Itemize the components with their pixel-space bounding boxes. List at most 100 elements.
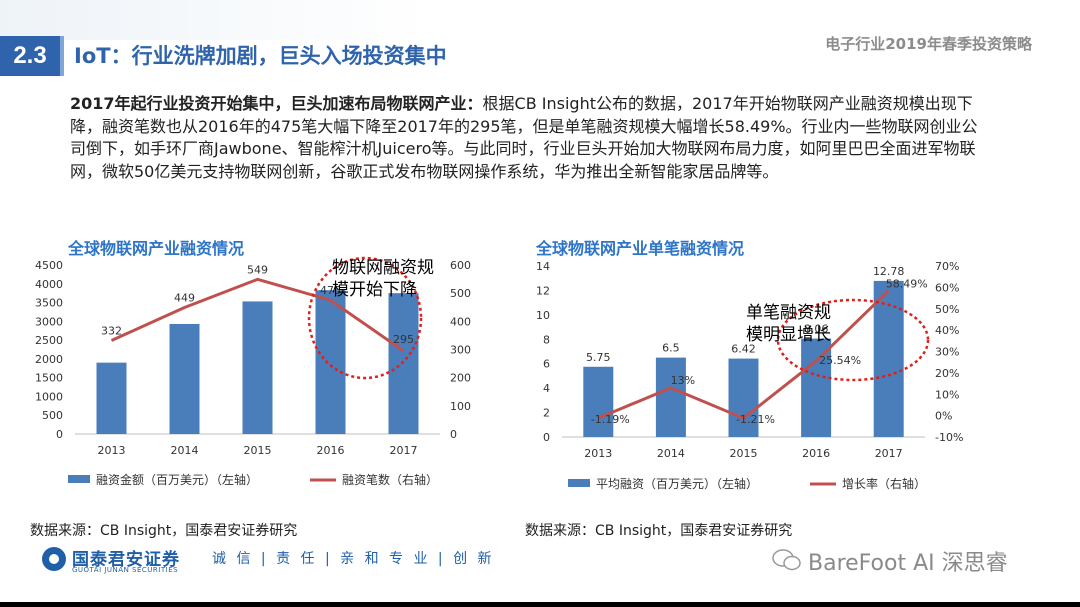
chart2-x-tick: 2015	[730, 447, 758, 460]
chart1-legend-bar-label: 融资金额（百万美元）（左轴）	[96, 472, 258, 487]
chart2-bar	[801, 338, 832, 437]
chart1-annotation-text: 模开始下降	[332, 280, 417, 300]
summary-lead: 2017年起行业投资开始集中，巨头加速布局物联网产业：	[70, 94, 483, 113]
chart1-left-tick: 2000	[35, 353, 63, 366]
chart1-right-tick: 300	[450, 344, 471, 357]
section-badge-accent	[60, 36, 64, 76]
chart1-legend-bar-swatch	[68, 475, 90, 483]
chart1-left-tick: 0	[56, 428, 63, 441]
chart2-line-label: -1.19%	[591, 413, 630, 426]
chart2-source: 数据来源：CB Insight，国泰君安证券研究	[525, 523, 793, 539]
bottom-bar	[0, 602, 1080, 607]
chart2-line-label: 25.54%	[819, 354, 861, 367]
chart1-line-label: 332	[101, 324, 122, 337]
chart1-x-tick: 2016	[317, 444, 345, 457]
company-slogan: 诚 信 | 责 任 | 亲 和 专 业 | 创 新	[212, 551, 495, 567]
chart2-right-tick: 70%	[935, 260, 959, 273]
chart1-right-tick: 600	[450, 259, 471, 272]
chart2-x-tick: 2016	[802, 447, 830, 460]
avg-funding-chart: 0 2 4 6 8 10 12 14 -10% 0% 10% 20% 30% 40% 50% 60% 70% 5.…	[536, 260, 963, 491]
chart1-right-tick: 500	[450, 287, 471, 300]
chart1-bar	[315, 290, 346, 434]
chart2-title: 全球物联网产业单笔融资情况	[536, 239, 745, 258]
chart2-bar-label: 5.75	[586, 351, 611, 364]
chart2-bar-label: 6.42	[731, 343, 756, 356]
chart2-legend-line-label: 增长率（右轴）	[842, 476, 926, 491]
chart1-line-label: 475	[320, 284, 341, 297]
chart2-left-tick: 6	[543, 358, 550, 371]
chart2-left-tick: 8	[543, 333, 550, 346]
section-number-badge: 2.3	[0, 36, 60, 76]
chart2-annotation-text: 模明显增长	[746, 325, 831, 345]
chart2-legend-bar-swatch	[568, 479, 590, 487]
chart2-left-tick: 0	[543, 431, 550, 444]
company-name-en: GUOTAI JUNAN SECURITIES	[72, 566, 179, 574]
summary-body: 根据CB Insight公布的数据，2017年开始物联网产业融资规模出现下降，融…	[70, 94, 978, 181]
company-logo-icon	[42, 547, 66, 571]
chart1-line	[110, 277, 405, 353]
chart1-bar	[388, 293, 419, 434]
chart1-left-tick: 3500	[35, 297, 63, 310]
chart2-bar	[873, 280, 904, 437]
chart2-line-label: 58.49%	[886, 278, 928, 291]
chart1-bar	[96, 362, 127, 434]
chart2-right-tick: 20%	[935, 367, 959, 380]
watermark-text: BareFoot AI 深思睿	[808, 551, 1008, 576]
chart1-line-label: 295	[393, 333, 414, 346]
chart2-right-tick: 40%	[935, 324, 959, 337]
slide-title: IoT：行业洗牌加剧，巨头入场投资集中	[74, 44, 447, 68]
chart1-right-tick: 100	[450, 400, 471, 413]
chart1-left-tick: 4500	[35, 259, 63, 272]
chart2-bar-label: 6.5	[662, 342, 680, 355]
chart1-left-tick: 3000	[35, 315, 63, 328]
chart1-right-tick: 400	[450, 315, 471, 328]
chart1-x-tick: 2013	[98, 444, 126, 457]
chart2-right-tick: 0%	[935, 410, 952, 423]
chart2-bar	[583, 366, 614, 437]
chart2-bar	[655, 357, 686, 437]
chart1-annotation-text: 物联网融资规	[332, 258, 434, 278]
chart1-left-tick: 4000	[35, 278, 63, 291]
chart1-bar	[242, 301, 273, 434]
chart2-right-tick: 50%	[935, 303, 959, 316]
chart1-line-label: 449	[174, 292, 195, 305]
chart1-left-tick: 1500	[35, 372, 63, 385]
chart2-right-tick: -10%	[935, 431, 963, 444]
chart1-x-tick: 2015	[244, 444, 272, 457]
chart2-annotation-circle	[776, 298, 930, 382]
chart2-bar-label: 8.06	[804, 323, 829, 336]
chart2-bar	[728, 358, 759, 437]
chart1-left-tick: 1000	[35, 390, 63, 403]
chart2-legend-bar-label: 平均融资（百万美元）（左轴）	[596, 476, 758, 491]
chart2-right-tick: 10%	[935, 388, 959, 401]
chart1-left-tick: 500	[42, 409, 63, 422]
chart1-title: 全球物联网产业融资情况	[68, 239, 245, 258]
company-name: 国泰君安证券	[72, 550, 180, 570]
report-title: 电子行业2019年春季投资策略	[825, 35, 1032, 53]
chart2-left-tick: 4	[543, 382, 550, 395]
chart2-right-tick: 30%	[935, 346, 959, 359]
chart2-line	[597, 289, 890, 420]
chart2-annotation-text: 单笔融资规	[746, 303, 831, 323]
chart2-x-tick: 2013	[584, 447, 612, 460]
summary-paragraph: 2017年起行业投资开始集中，巨头加速布局物联网产业：根据CB Insight公…	[70, 93, 990, 183]
chart2-left-tick: 10	[536, 309, 550, 322]
chart2-left-tick: 12	[536, 284, 550, 297]
chart1-left-tick: 2500	[35, 334, 63, 347]
chart2-line-label: 13%	[671, 374, 695, 387]
chart2-x-tick: 2017	[875, 447, 903, 460]
chart2-line-label: -1.21%	[736, 413, 775, 426]
chart2-x-tick: 2014	[657, 447, 685, 460]
chart1-bar	[169, 323, 200, 434]
funding-chart: 0 500 1000 1500 2000 2500 3000 3500 4000 4500 0 100…	[35, 256, 471, 487]
chart1-x-tick: 2017	[390, 444, 418, 457]
chart1-right-tick: 200	[450, 372, 471, 385]
chart1-line-label: 549	[247, 263, 268, 276]
chart2-left-tick: 14	[536, 260, 550, 273]
chart2-left-tick: 2	[543, 407, 550, 420]
chart1-x-tick: 2014	[171, 444, 199, 457]
chart2-bar-label: 12.78	[873, 265, 905, 278]
wechat-icon	[772, 549, 801, 571]
chart1-source: 数据来源：CB Insight，国泰君安证券研究	[30, 523, 298, 539]
chart2-right-tick: 60%	[935, 281, 959, 294]
